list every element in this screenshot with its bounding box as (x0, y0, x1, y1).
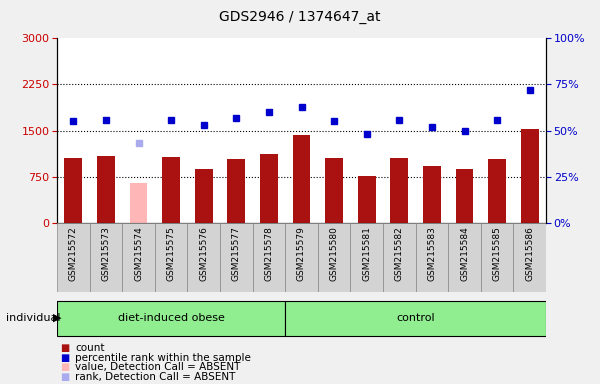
Text: count: count (75, 343, 104, 353)
Text: ■: ■ (60, 353, 69, 362)
Text: value, Detection Call = ABSENT: value, Detection Call = ABSENT (75, 362, 241, 372)
Bar (391, 157, 408, 223)
Bar (293, 135, 310, 223)
Text: GSM215581: GSM215581 (362, 226, 371, 281)
Bar (285, 301, 546, 336)
Bar (350, 223, 383, 292)
Bar (97, 156, 115, 223)
Bar (488, 159, 506, 223)
Bar (358, 176, 376, 223)
Text: GSM215575: GSM215575 (167, 226, 176, 281)
Text: control: control (396, 313, 435, 323)
Text: rank, Detection Call = ABSENT: rank, Detection Call = ABSENT (75, 372, 235, 382)
Bar (187, 223, 220, 292)
Text: ■: ■ (60, 372, 69, 382)
Bar (481, 223, 514, 292)
Text: ▶: ▶ (53, 313, 61, 323)
Text: GSM215580: GSM215580 (329, 226, 338, 281)
Text: GDS2946 / 1374647_at: GDS2946 / 1374647_at (219, 10, 381, 23)
Text: individual: individual (6, 313, 61, 323)
Text: ■: ■ (60, 362, 69, 372)
Bar (220, 223, 253, 292)
Bar (285, 223, 318, 292)
Text: GSM215578: GSM215578 (265, 226, 274, 281)
Text: diet-induced obese: diet-induced obese (118, 313, 224, 323)
Bar (195, 169, 212, 223)
Text: GSM215577: GSM215577 (232, 226, 241, 281)
Bar (253, 223, 285, 292)
Bar (57, 301, 285, 336)
Text: GSM215572: GSM215572 (69, 226, 78, 281)
Bar (162, 157, 180, 223)
Bar (155, 223, 187, 292)
Bar (260, 154, 278, 223)
Bar (64, 158, 82, 223)
Bar (57, 223, 89, 292)
Text: GSM215586: GSM215586 (525, 226, 534, 281)
Bar (514, 223, 546, 292)
Bar (521, 129, 539, 223)
Text: GSM215582: GSM215582 (395, 226, 404, 281)
Text: GSM215585: GSM215585 (493, 226, 502, 281)
Bar (130, 183, 148, 223)
Text: GSM215573: GSM215573 (101, 226, 110, 281)
Bar (448, 223, 481, 292)
Bar (325, 158, 343, 223)
Text: percentile rank within the sample: percentile rank within the sample (75, 353, 251, 362)
Bar (423, 166, 441, 223)
Bar (122, 223, 155, 292)
Text: GSM215579: GSM215579 (297, 226, 306, 281)
Bar (89, 223, 122, 292)
Bar (455, 169, 473, 223)
Bar (227, 159, 245, 223)
Text: GSM215583: GSM215583 (427, 226, 436, 281)
Text: ■: ■ (60, 343, 69, 353)
Bar (383, 223, 416, 292)
Text: GSM215576: GSM215576 (199, 226, 208, 281)
Text: GSM215574: GSM215574 (134, 226, 143, 281)
Text: GSM215584: GSM215584 (460, 226, 469, 281)
Bar (416, 223, 448, 292)
Bar (318, 223, 350, 292)
